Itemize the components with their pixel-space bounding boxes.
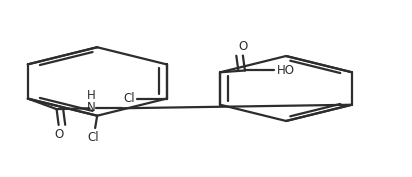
Text: O: O (54, 128, 63, 141)
Text: Cl: Cl (87, 131, 99, 144)
Text: O: O (238, 40, 248, 53)
Text: H: H (87, 89, 96, 102)
Text: Cl: Cl (123, 92, 135, 105)
Text: N: N (87, 101, 96, 114)
Text: HO: HO (276, 64, 295, 77)
